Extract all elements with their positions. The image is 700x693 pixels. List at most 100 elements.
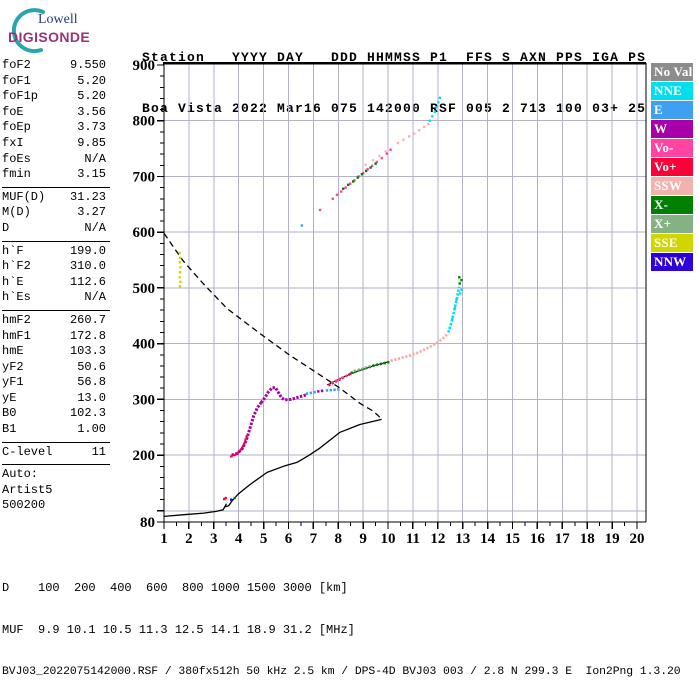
param-label: fmin (2, 167, 31, 182)
param-row-clevel: C-level 11 (2, 445, 106, 461)
muf-transmission-curve (163, 232, 383, 420)
x-axis-label-18: 18 (580, 531, 595, 547)
hop2-ssw-run-dot (427, 122, 430, 126)
param-value: 112.6 (69, 274, 106, 289)
f-trace-ssw (390, 332, 449, 363)
hop2-vominus-band-dot (331, 197, 334, 200)
hop2-xminus-band-dot (347, 183, 350, 187)
hop2-nne-run-dot (438, 96, 442, 100)
x-axis-label-19: 19 (605, 531, 620, 547)
spread-sse-column-dot (178, 271, 182, 274)
param-label: 500200 (2, 498, 46, 513)
spread-sse-column-dot (178, 261, 181, 264)
x-axis-label-12: 12 (430, 531, 445, 547)
x-axis-label-1: 1 (160, 531, 168, 547)
legend-item-nnw: NNW (651, 253, 693, 271)
param-label: fxI (2, 135, 24, 150)
param-row-fmin: fmin 3.15 (2, 167, 106, 183)
legend-item-noval: No Val (651, 63, 693, 81)
hop2-ssw-run-dot (412, 132, 416, 135)
hop2-xminus-band-dot (342, 187, 345, 190)
hop2-nne-run-dot (428, 119, 432, 122)
param-value: 172.8 (69, 328, 106, 343)
param-divider (2, 183, 110, 188)
y-axis-label-900: 900 (133, 58, 156, 74)
logo-arc-icon (11, 8, 45, 54)
param-label: foEp (2, 120, 31, 135)
param-value: N/A (84, 220, 106, 235)
hop2-vominus-band-dot (349, 182, 352, 185)
param-row-fof2: foF2 9.550 (2, 58, 106, 74)
y-axis-label-300: 300 (133, 392, 156, 408)
x-axis-label-15: 15 (505, 531, 520, 547)
hop2-xminus-band-dot (374, 162, 377, 165)
param-divider (2, 438, 110, 443)
x-axis-label-11: 11 (406, 531, 420, 547)
f-trace-nne-dots-dot (460, 288, 463, 291)
hop2-nne-run-dot (431, 115, 434, 118)
param-divider (2, 306, 110, 311)
param-row-d: D N/A (2, 221, 106, 237)
y-axis-label-600: 600 (133, 225, 156, 241)
param-label: foEs (2, 151, 31, 166)
x-axis-label-5: 5 (260, 531, 268, 547)
param-divider (2, 237, 110, 242)
param-row-hmf2: hmF2 260.7 (2, 313, 106, 329)
param-label: foF1p (2, 89, 39, 104)
param-label: B0 (2, 406, 17, 421)
hop2-vominus-band-dot (385, 152, 389, 155)
param-label: hmE (2, 344, 24, 359)
f-trace-nne-dots-dot (455, 298, 458, 301)
logo-lowell-text: Lowell (38, 12, 78, 27)
legend-item-ssw: SSW (651, 177, 693, 195)
hop2-ssw-sparse-dot (384, 150, 387, 153)
param-row-mufd: MUF(D) 31.23 (2, 190, 106, 206)
param-row-b0: B0 102.3 (2, 406, 106, 422)
param-row-auto: Auto: (2, 467, 106, 483)
spread-sse-column-dot (178, 256, 182, 260)
measurement-file-info: BVJ03_2022075142000.RSF / 380fx512h 50 k… (2, 666, 681, 678)
param-label: foF2 (2, 58, 31, 72)
y-axis-label-200: 200 (133, 448, 156, 464)
x-axis-label-6: 6 (285, 531, 293, 547)
param-value: 3.15 (77, 167, 106, 182)
hop2-vominus-band-dot (389, 148, 392, 151)
e-region-voplus-dots-dot (223, 497, 226, 501)
f-trace-xminus-tip-dot (458, 276, 461, 279)
param-value: 310.0 (69, 259, 106, 274)
param-label: h`F (2, 243, 24, 258)
legend-item-x-: X- (651, 196, 693, 214)
param-value: 13.0 (77, 390, 106, 405)
x-axis-label-7: 7 (310, 531, 318, 547)
param-label: yF1 (2, 375, 24, 390)
param-value: 260.7 (69, 312, 106, 327)
logo-digisonde-text: DIGISONDE (8, 29, 91, 45)
hop2-xminus-band-dot (369, 166, 372, 169)
muf-distance-row: D 100 200 400 600 800 1000 1500 3000 [km… (2, 581, 348, 595)
x-axis-label-2: 2 (185, 531, 193, 547)
param-row-ye: yE 13.0 (2, 391, 106, 407)
f-trace-nne-dots-dot (448, 326, 451, 330)
hop2-xminus-band-dot (351, 180, 355, 183)
hop2-vominus-band-dot (353, 179, 356, 182)
param-label: C-level (2, 444, 53, 459)
hop2-xminus-band-dot (364, 169, 368, 173)
param-value: 56.8 (77, 375, 106, 390)
legend-item-vo-: Vo- (651, 139, 693, 157)
param-row-artist5: Artist5 (2, 483, 106, 499)
param-label: foF1 (2, 73, 31, 88)
param-label: D (2, 220, 10, 235)
hop2-nne-run-dot (435, 106, 438, 109)
y-axis-label-700: 700 (133, 169, 156, 185)
x-axis-label-14: 14 (480, 531, 496, 547)
hop2-vominus-lone-dot (318, 208, 322, 212)
x-axis-label-10: 10 (381, 531, 396, 547)
param-value: 199.0 (69, 243, 106, 258)
param-value: 31.23 (69, 189, 106, 204)
spread-sse-column-dot (179, 280, 182, 283)
x-axis-label-20: 20 (629, 531, 644, 547)
x-axis-label-9: 9 (359, 531, 367, 547)
spread-sse-column-dot (179, 266, 182, 269)
f-trace-xplus-mid (353, 364, 371, 372)
param-row-he: h`E 112.6 (2, 275, 106, 291)
